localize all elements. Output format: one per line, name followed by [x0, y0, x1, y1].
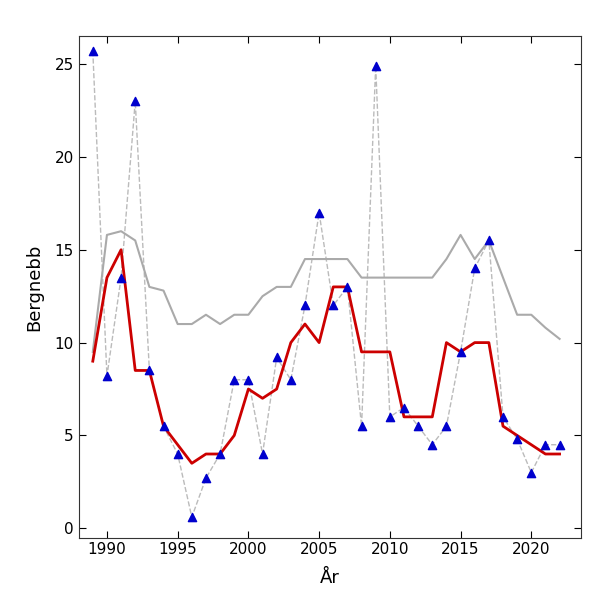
- Point: [187, 512, 197, 522]
- Point: [541, 440, 551, 449]
- Point: [470, 263, 480, 273]
- Point: [286, 375, 296, 385]
- Point: [385, 412, 394, 422]
- Point: [442, 422, 451, 431]
- Point: [300, 301, 310, 310]
- Point: [399, 403, 409, 413]
- Point: [244, 375, 253, 385]
- Point: [102, 371, 112, 381]
- Point: [484, 236, 494, 245]
- Point: [145, 365, 154, 375]
- Y-axis label: Bergnebb: Bergnebb: [25, 243, 44, 330]
- Point: [498, 412, 508, 422]
- Point: [258, 449, 267, 459]
- Point: [272, 353, 281, 362]
- Point: [314, 208, 324, 217]
- Point: [413, 422, 423, 431]
- Point: [357, 422, 367, 431]
- Point: [512, 434, 522, 444]
- Point: [428, 440, 437, 449]
- Point: [229, 375, 239, 385]
- X-axis label: År: År: [320, 568, 339, 586]
- Point: [456, 347, 465, 357]
- Point: [173, 449, 183, 459]
- Point: [131, 97, 140, 106]
- Point: [116, 273, 126, 283]
- Point: [555, 440, 564, 449]
- Point: [88, 47, 97, 56]
- Point: [329, 301, 338, 310]
- Point: [215, 449, 225, 459]
- Point: [342, 282, 352, 292]
- Point: [371, 61, 381, 71]
- Point: [201, 474, 211, 483]
- Point: [526, 467, 536, 477]
- Point: [159, 422, 168, 431]
